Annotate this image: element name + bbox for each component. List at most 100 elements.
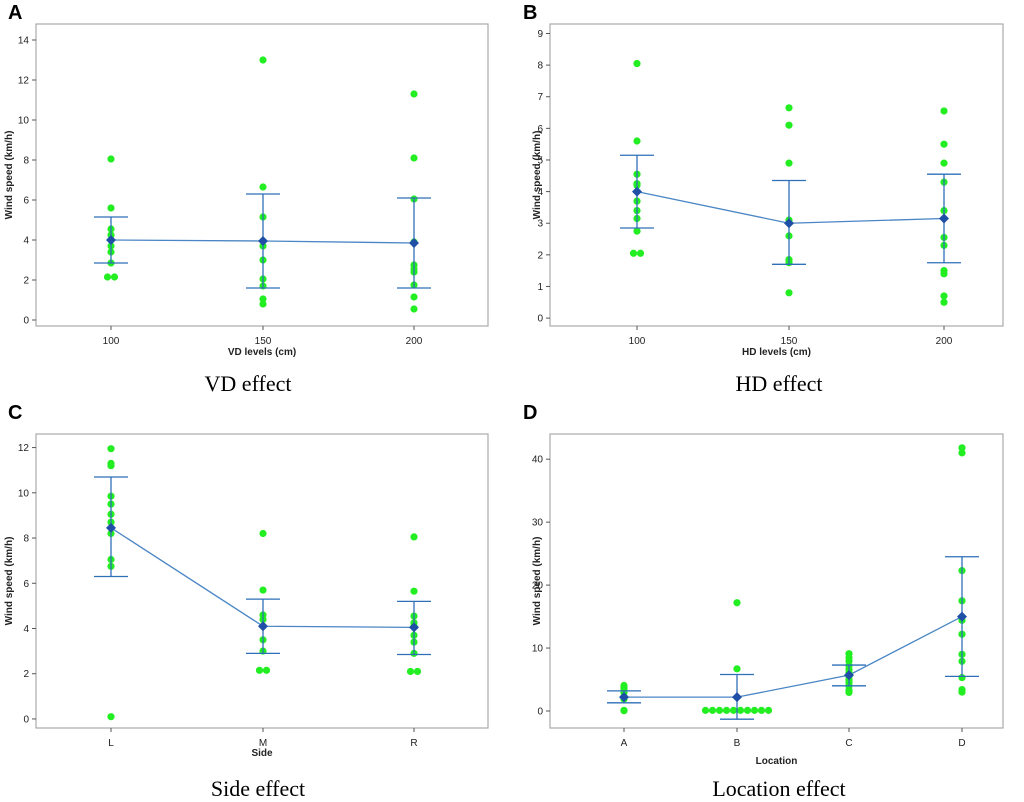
data-point (410, 154, 418, 162)
data-point (750, 706, 759, 714)
mean-marker (619, 692, 629, 703)
mean-marker (106, 235, 116, 245)
x-tick-label: A (621, 738, 628, 749)
data-point (255, 666, 264, 674)
y-tick-label: 1 (537, 282, 543, 293)
y-tick-label: 7 (537, 92, 543, 103)
x-tick-label: M (259, 738, 267, 749)
panel-letter-d: D (523, 402, 538, 424)
data-point (259, 529, 267, 538)
x-tick-label: 150 (255, 336, 272, 347)
data-point (785, 104, 793, 112)
mean-marker (258, 621, 268, 632)
y-tick-label: 4 (23, 624, 29, 635)
data-point (410, 293, 418, 301)
mean-marker (732, 692, 742, 703)
data-point (940, 140, 948, 148)
y-tick-label: 0 (537, 314, 543, 325)
x-tick-label: 200 (406, 336, 423, 347)
y-tick-label: 0 (23, 316, 29, 327)
data-point (785, 159, 793, 167)
data-point (406, 667, 415, 676)
y-tick-label: 10 (532, 644, 544, 655)
y-axis-title: Wind speed (km/h) (532, 537, 543, 626)
data-point (708, 706, 717, 714)
panel-letter-c: C (8, 402, 23, 424)
data-point (633, 137, 641, 145)
y-tick-label: 0 (23, 714, 29, 725)
plot-frame (549, 23, 1004, 327)
y-tick-label: 2 (537, 250, 543, 261)
data-point (107, 155, 115, 163)
data-point (107, 204, 115, 212)
plot-frame (549, 433, 1004, 729)
x-tick-label: R (410, 738, 417, 749)
y-tick-label: 10 (18, 116, 30, 127)
data-point (785, 121, 793, 129)
chart-panel-d: 0 10 20 30 40 A B C D Location Wind speed (km/h) (532, 433, 1004, 767)
data-point (262, 666, 271, 674)
y-tick-label: 14 (18, 36, 30, 47)
panel-letter-b: B (523, 2, 538, 24)
mean-marker (632, 186, 642, 197)
x-axis-title: Side (251, 748, 273, 759)
x-tick-label: D (958, 738, 965, 749)
y-tick-label: 10 (18, 488, 30, 499)
y-tick-label: 5 (537, 155, 543, 166)
chart-panel-a: 0 2 4 6 8 10 12 14 100 150 200 VD levels (cm) Wind s… (4, 23, 489, 358)
data-point (757, 706, 766, 714)
y-axis-title: Wind speed (km/h) (532, 131, 543, 220)
mean-marker (258, 236, 268, 246)
y-tick-label: 8 (537, 61, 543, 72)
x-tick-label: 200 (936, 336, 953, 347)
mean-marker (957, 611, 967, 622)
data-point (940, 270, 948, 278)
x-tick-label: 100 (103, 336, 120, 347)
data-point (110, 273, 119, 281)
y-tick-label: 6 (537, 124, 543, 135)
data-point (940, 159, 948, 167)
y-tick-label: 2 (23, 276, 29, 287)
data-point (722, 706, 731, 714)
data-point (733, 665, 741, 673)
chart-panel-c: 0 2 4 6 8 10 12 L M R Side Wind speed (km/h) (4, 433, 489, 759)
x-tick-label: 100 (629, 336, 646, 347)
data-point (259, 56, 267, 64)
mean-marker (409, 238, 419, 248)
data-point (620, 707, 628, 715)
y-tick-label: 3 (537, 219, 543, 230)
data-point (410, 90, 418, 98)
y-tick-label: 4 (537, 187, 543, 198)
caption-location-effect: Location effect (712, 776, 846, 801)
data-point (259, 183, 267, 191)
data-point (410, 305, 418, 313)
data-point (259, 295, 267, 303)
data-point (633, 227, 641, 235)
x-axis-title: HD levels (cm) (742, 347, 811, 358)
x-tick-label: C (845, 738, 852, 749)
y-tick-label: 12 (18, 443, 30, 454)
data-point (940, 107, 948, 115)
data-point (729, 706, 738, 714)
y-tick-label: 6 (23, 579, 29, 590)
data-point (743, 706, 752, 714)
data-point (259, 300, 267, 308)
data-point (636, 249, 645, 257)
data-point (107, 445, 115, 453)
data-point (629, 249, 638, 257)
y-tick-label: 8 (23, 534, 29, 545)
mean-marker (106, 522, 116, 533)
y-tick-label: 12 (18, 76, 30, 87)
data-point (701, 706, 710, 714)
data-point (413, 667, 422, 676)
data-point (940, 292, 948, 300)
y-tick-label: 8 (23, 156, 29, 167)
x-axis-title: Location (756, 756, 798, 767)
y-tick-label: 40 (532, 455, 544, 466)
caption-vd-effect: VD effect (204, 371, 292, 396)
plot-frame (35, 433, 489, 729)
data-point (410, 533, 418, 541)
y-tick-label: 2 (23, 669, 29, 680)
y-tick-label: 30 (532, 518, 544, 529)
